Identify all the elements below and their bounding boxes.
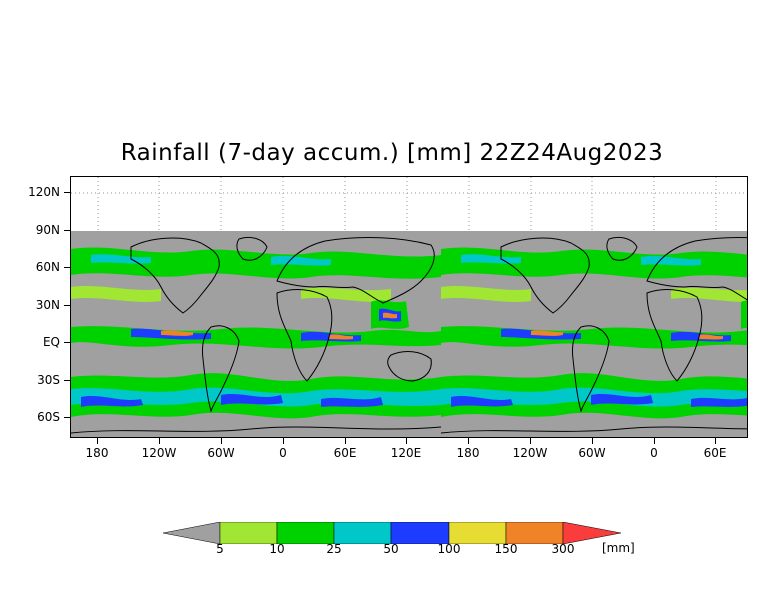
legend-swatch-below-5 [163,522,221,544]
legend-swatch-5-10 [219,522,278,544]
y-tick-label: 90N [35,223,60,237]
y-tick [64,267,70,268]
y-tick [64,192,70,193]
legend-label: 10 [269,542,285,556]
grid-lines [71,177,747,231]
x-tick [159,438,160,444]
legend-swatch-above-300 [562,522,622,544]
y-tick-label: 30N [35,298,60,312]
rainfall-bands [71,247,747,419]
y-tick [64,230,70,231]
legend-swatch-25-50 [333,522,392,544]
rainfall-map [70,176,748,438]
x-tick-label: 120E [390,446,422,460]
rainfall-legend [163,522,622,544]
legend-label: 50 [383,542,399,556]
x-tick-label: 0 [279,446,287,460]
y-tick [64,305,70,306]
x-tick-label: 180 [456,446,480,460]
legend-label: 5 [216,542,224,556]
y-tick [64,342,70,343]
x-tick-label: 60E [333,446,357,460]
y-tick-label: EQ [42,335,60,349]
x-tick [221,438,222,444]
y-tick-label: 120N [28,185,60,199]
legend-unit: [mm] [602,541,635,555]
legend-label: 150 [494,542,518,556]
x-tick [97,438,98,444]
map-title: Rainfall (7-day accum.) [mm] 22Z24Aug202… [120,140,664,166]
x-tick-label: 0 [650,446,658,460]
x-tick [715,438,716,444]
legend-swatch-50-100 [390,522,450,544]
legend-swatch-100-150 [448,522,507,544]
x-tick [468,438,469,444]
x-tick [283,438,284,444]
legend-label: 300 [551,542,575,556]
x-tick [406,438,407,444]
x-tick [345,438,346,444]
x-tick-label: 180 [85,446,109,460]
continent-outlines [71,236,747,434]
y-tick [64,380,70,381]
x-tick [592,438,593,444]
legend-swatch-150-300 [505,522,564,544]
x-tick-label: 60W [578,446,606,460]
rainfall-map-canvas [71,177,747,437]
x-tick-label: 120W [141,446,177,460]
x-tick-label: 120W [512,446,548,460]
y-tick-label: 30S [37,373,60,387]
legend-swatch-10-25 [276,522,335,544]
x-tick-label: 60E [703,446,727,460]
y-tick [64,417,70,418]
legend-label: 25 [326,542,342,556]
legend-label: 100 [437,542,461,556]
y-tick-label: 60S [37,410,60,424]
y-tick-label: 60N [35,260,60,274]
x-tick [654,438,655,444]
x-tick-label: 60W [207,446,235,460]
x-tick [530,438,531,444]
